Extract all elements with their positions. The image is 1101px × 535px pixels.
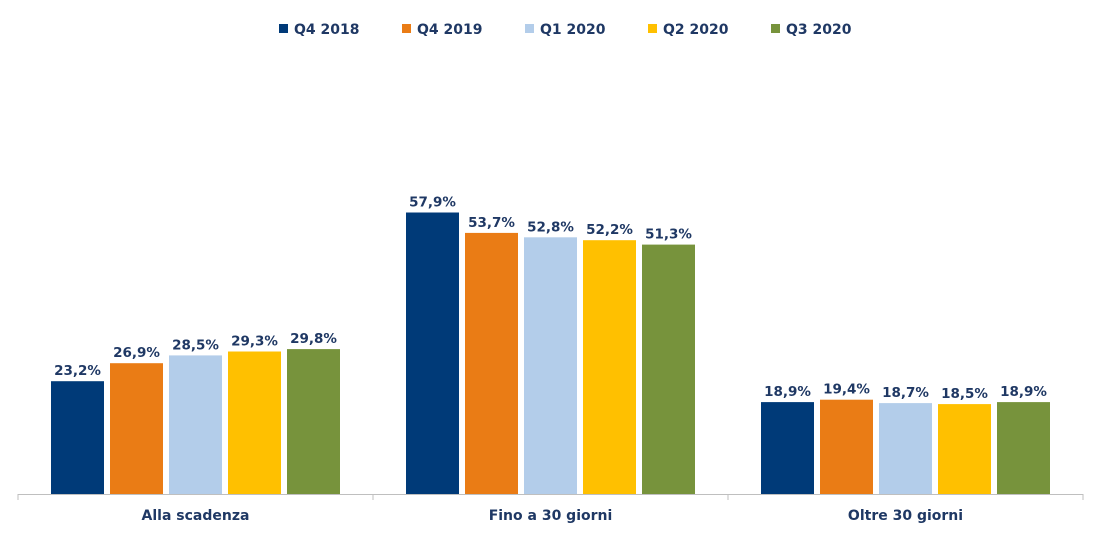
legend-label: Q4 2019 bbox=[417, 22, 482, 38]
bar-q2-2020-2 bbox=[938, 404, 991, 494]
bar-q4-2019-2 bbox=[820, 399, 873, 494]
x-axis: Alla scadenza Fino a 30 giorni Oltre 30 gi… bbox=[17, 494, 1084, 524]
bar-q2-2020-0 bbox=[228, 351, 281, 494]
legend-swatch bbox=[402, 24, 411, 33]
data-label: 52,8% bbox=[527, 219, 574, 235]
legend-item-q4-2019: Q4 2019 bbox=[402, 22, 482, 38]
legend-item-q4-2018: Q4 2018 bbox=[279, 22, 359, 38]
data-label: 26,9% bbox=[113, 345, 160, 361]
data-label: 18,9% bbox=[764, 384, 811, 400]
bar-q1-2020-0 bbox=[169, 355, 222, 494]
bar-q3-2020-1 bbox=[642, 244, 695, 494]
data-label: 18,7% bbox=[882, 385, 929, 401]
legend-label: Q1 2020 bbox=[540, 22, 606, 38]
legend-label: Q4 2018 bbox=[294, 22, 359, 38]
legend: Q4 2018 Q4 2019 Q1 2020 Q2 2020 Q3 2020 bbox=[279, 22, 852, 38]
data-label: 57,9% bbox=[409, 195, 456, 211]
category-label: Oltre 30 giorni bbox=[848, 508, 963, 524]
data-label: 52,2% bbox=[586, 222, 633, 238]
bar-q2-2020-1 bbox=[583, 240, 636, 494]
legend-swatch bbox=[648, 24, 657, 33]
legend-swatch bbox=[525, 24, 534, 33]
bar-q4-2018-2 bbox=[761, 402, 814, 494]
bar-q3-2020-0 bbox=[287, 349, 340, 494]
data-label: 53,7% bbox=[468, 215, 515, 231]
bar-q3-2020-2 bbox=[997, 402, 1050, 494]
legend-swatch bbox=[771, 24, 780, 33]
legend-item-q2-2020: Q2 2020 bbox=[648, 22, 729, 38]
data-label: 29,3% bbox=[231, 334, 278, 350]
data-label: 28,5% bbox=[172, 337, 219, 353]
data-label: 18,9% bbox=[1000, 384, 1047, 400]
bars bbox=[51, 212, 1050, 495]
bar-q4-2018-1 bbox=[406, 212, 459, 494]
bar-q4-2019-0 bbox=[110, 363, 163, 494]
category-label: Fino a 30 giorni bbox=[489, 508, 613, 524]
bar-q1-2020-2 bbox=[879, 403, 932, 494]
bar-q4-2019-1 bbox=[465, 232, 518, 494]
value-labels: 23,2% 26,9% 28,5% 29,3% 29,8% 57,9% 53,7% 52,8%… bbox=[54, 195, 1047, 403]
legend-label: Q3 2020 bbox=[786, 22, 852, 38]
legend-swatch bbox=[279, 24, 288, 33]
bar-q4-2018-0 bbox=[51, 381, 104, 494]
data-label: 19,4% bbox=[823, 382, 870, 398]
data-label: 18,5% bbox=[941, 386, 988, 402]
legend-label: Q2 2020 bbox=[663, 22, 729, 38]
data-label: 51,3% bbox=[645, 227, 692, 243]
bar-q1-2020-1 bbox=[524, 237, 577, 495]
category-label: Alla scadenza bbox=[142, 508, 250, 524]
legend-item-q1-2020: Q1 2020 bbox=[525, 22, 606, 38]
data-label: 23,2% bbox=[54, 363, 101, 379]
data-label: 29,8% bbox=[290, 331, 337, 347]
legend-item-q3-2020: Q3 2020 bbox=[771, 22, 852, 38]
